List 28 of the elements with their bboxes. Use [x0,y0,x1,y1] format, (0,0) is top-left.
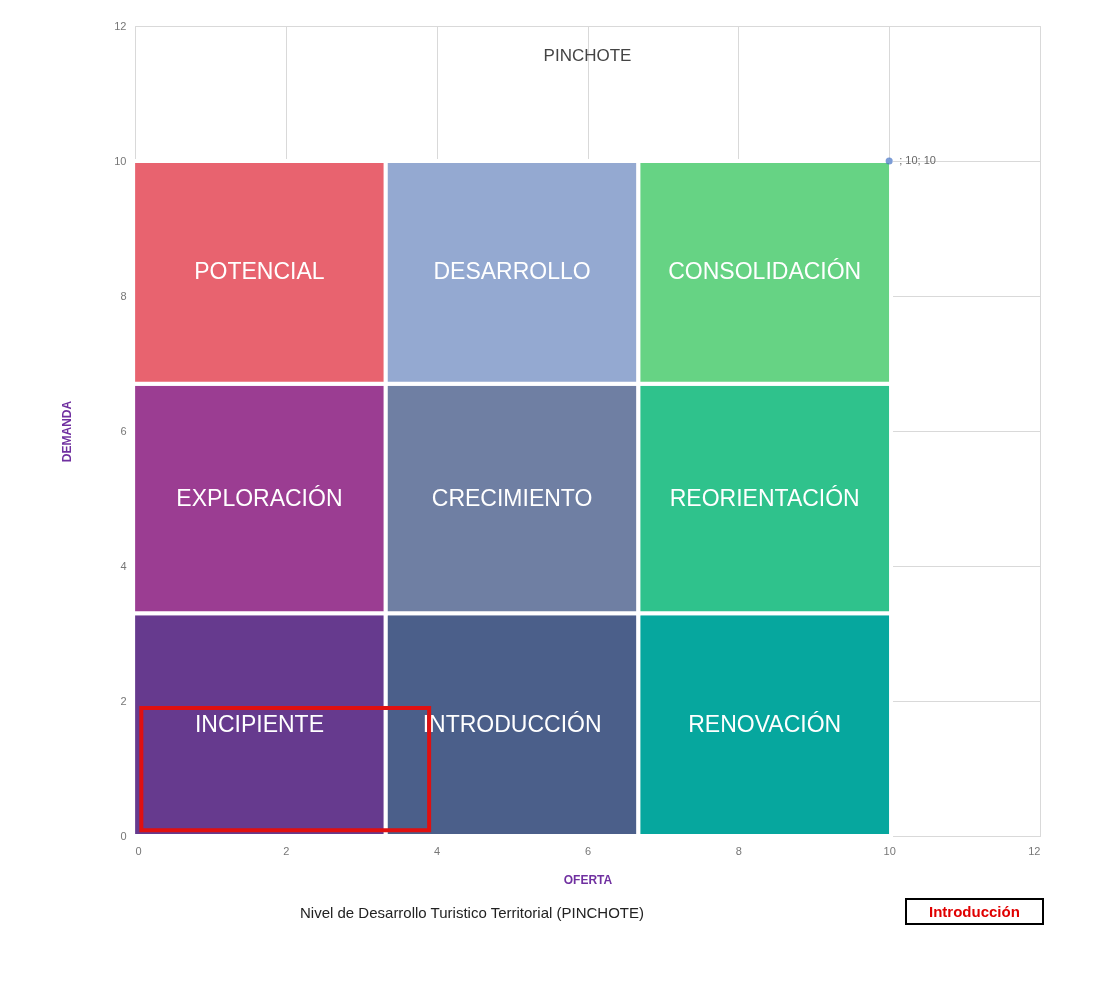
text: Nivel de Desarrollo Turistico Territorial (PINCHOTE) [300,904,644,921]
x-tick-label: 6 [584,844,592,857]
x-tick-label: 10 [883,844,896,857]
data-label: ; 10; 10 [899,154,936,166]
y-tick-label: 2 [120,694,127,707]
data-label: INCIPIENTE [194,710,324,737]
y-tick-label: 0 [120,829,127,842]
x-tick-label: 2 [283,844,290,857]
x-tick-label: 0 [135,844,142,857]
y-axis-title: DEMANDA [60,400,75,463]
x-tick-label: 8 [735,844,742,857]
y-tick-label: 4 [120,559,127,572]
text: PINCHOTE [543,46,632,65]
x-tick-label: 4 [434,844,441,857]
data-label: POTENCIAL [194,258,325,285]
x-tick-label: 12 [1028,844,1041,857]
data-label: EXPLORACIÓN [176,484,343,511]
text: Introducción [905,898,1044,925]
data-label: REORIENTACIÓN [669,484,860,511]
data-label: CRECIMIENTO [431,484,593,511]
y-tick-label: 6 [120,424,127,437]
y-tick-label: 12 [114,19,127,32]
y-tick-label: 8 [120,289,127,302]
data-label: DESARROLLO [433,258,591,285]
data-label: RENOVACIÓN [688,710,842,737]
y-tick-label: 10 [114,154,127,167]
x-axis-title: OFERTA [563,872,613,887]
data-label: CONSOLIDACIÓN [668,258,862,285]
